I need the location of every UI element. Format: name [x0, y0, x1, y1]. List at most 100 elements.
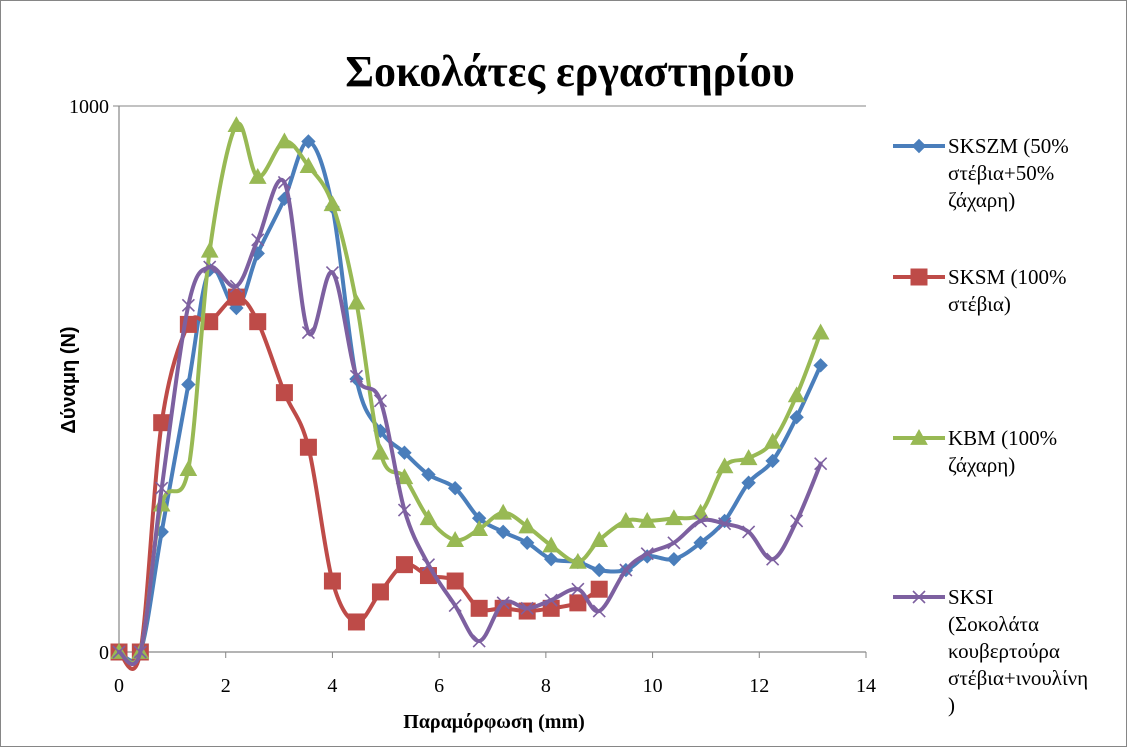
- series-1: [111, 134, 828, 663]
- data-point-3: [248, 167, 267, 184]
- data-point-2: [446, 572, 464, 590]
- data-point-4: [203, 260, 217, 274]
- data-point-4-stroke: [790, 514, 804, 528]
- data-point-1: [397, 445, 412, 460]
- data-point-4-stroke: [496, 596, 510, 610]
- data-point-1: [543, 551, 559, 567]
- data-point-4: [112, 645, 126, 659]
- data-point-4: [301, 326, 315, 340]
- data-point-4-stroke: [718, 517, 732, 531]
- data-point-4: [349, 369, 364, 383]
- data-point-3: [494, 503, 513, 520]
- data-point-4: [694, 514, 708, 528]
- legend-label-line: στέβια): [948, 292, 1011, 316]
- data-point-3: [617, 511, 635, 528]
- data-point-2: [371, 583, 389, 601]
- data-point-3: [787, 386, 806, 403]
- data-point-2: [323, 572, 341, 590]
- data-point-4: [229, 279, 243, 293]
- data-point-2: [227, 288, 245, 306]
- data-point-4: [397, 503, 412, 517]
- data-point-4-stroke: [472, 634, 486, 648]
- data-point-3: [739, 449, 758, 466]
- series-line-3: [117, 121, 823, 665]
- data-point-4: [667, 536, 681, 550]
- data-point-3: [299, 157, 318, 173]
- data-point-4: [640, 547, 654, 561]
- data-point-4: [718, 517, 732, 531]
- data-point-1: [301, 134, 316, 149]
- data-point-1: [813, 358, 828, 373]
- data-point-1: [666, 551, 682, 567]
- data-point-3: [811, 323, 830, 340]
- x-tick-label: 12: [749, 675, 769, 697]
- x-tick-label: 4: [327, 675, 337, 697]
- data-point-4-stroke: [571, 582, 585, 596]
- data-point-4-stroke: [619, 563, 633, 577]
- data-point-4: [181, 298, 195, 312]
- data-point-4: [155, 481, 169, 495]
- legend-label-line: (Σοκολάτα: [948, 612, 1039, 636]
- x-tick-label: 2: [221, 675, 231, 697]
- data-point-4: [472, 634, 486, 648]
- data-point-4: [496, 596, 510, 610]
- legend-swatch-marker: [910, 268, 928, 286]
- data-point-4-stroke: [742, 525, 756, 539]
- series-line-4: [117, 177, 823, 666]
- legend: SKSZM (50% στέβια+50% ζάχαρη) SKSM (100% στέ…: [893, 134, 1088, 717]
- series-layer: [110, 116, 830, 671]
- data-point-3: [227, 116, 246, 133]
- data-point-3: [275, 132, 294, 149]
- data-point-3: [763, 432, 782, 449]
- legend-swatch-marker: [910, 428, 928, 445]
- data-point-4: [421, 558, 436, 572]
- data-point-4-stroke: [155, 481, 169, 495]
- data-point-4-stroke: [181, 298, 195, 312]
- data-point-4-stroke: [592, 604, 606, 618]
- data-point-4-stroke: [448, 599, 462, 613]
- data-point-1: [447, 480, 463, 496]
- legend-label-line: KBM (100%: [948, 426, 1057, 450]
- data-point-3: [638, 511, 657, 528]
- legend-item-4: SKSI (Σοκολάτα κουβερτούρα στέβια+ινουλίνη): [893, 585, 1088, 717]
- data-point-3: [569, 552, 587, 569]
- legend-label-line: κουβερτούρα: [948, 639, 1060, 663]
- data-point-4-stroke: [544, 593, 558, 607]
- data-point-3: [371, 443, 390, 460]
- data-point-4-stroke: [694, 514, 708, 528]
- data-point-2: [347, 613, 365, 631]
- data-point-4: [325, 265, 339, 280]
- data-point-4-stroke: [520, 601, 534, 615]
- legend-label-line: SKSZM (50%: [948, 134, 1069, 158]
- data-point-4-stroke: [397, 503, 412, 517]
- data-point-4-stroke: [421, 558, 436, 572]
- legend-item-2: SKSM (100% στέβια): [893, 265, 1066, 316]
- x-axis-title: Παραμόρφωση (mm): [403, 711, 585, 733]
- data-point-1: [495, 524, 511, 540]
- data-point-4: [742, 525, 756, 539]
- data-point-3: [200, 241, 219, 258]
- series-3: [110, 116, 830, 665]
- series-4: [112, 175, 828, 666]
- data-point-3: [715, 457, 734, 474]
- x-tick-label: 14: [856, 675, 876, 697]
- y-tick-label: 0: [99, 642, 109, 664]
- data-point-1: [741, 475, 756, 490]
- legend-label-line: ): [948, 693, 955, 717]
- data-point-4-stroke: [766, 552, 780, 566]
- data-point-2: [470, 599, 488, 617]
- data-point-1: [693, 535, 708, 551]
- data-point-1: [181, 377, 196, 392]
- data-point-4-stroke: [667, 536, 681, 550]
- data-point-4: [766, 552, 780, 566]
- x-tick-label: 6: [434, 675, 444, 697]
- y-axis-title: Δύναμη (N): [58, 326, 80, 433]
- legend-swatch-marker-stroke: [912, 590, 926, 604]
- data-point-3: [470, 520, 489, 537]
- chart-title: Σοκολάτες εργαστηρίου: [345, 47, 794, 96]
- x-tick-label: 8: [541, 675, 551, 697]
- data-point-4: [520, 601, 534, 615]
